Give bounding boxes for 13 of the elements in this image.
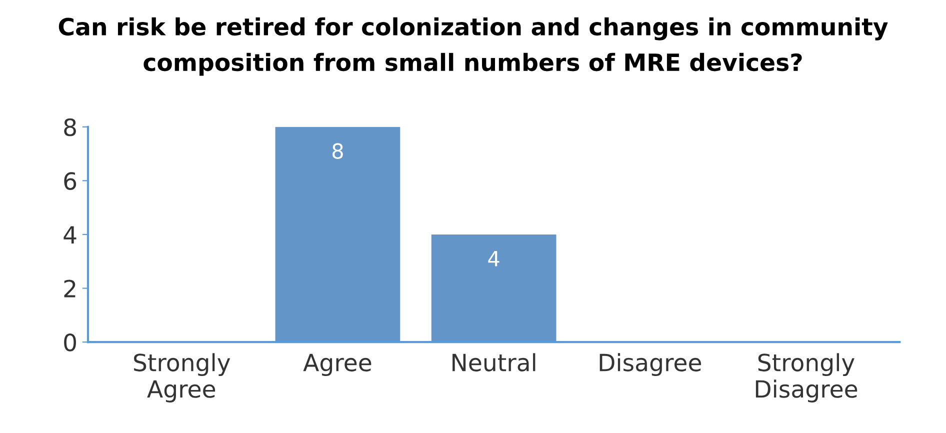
x-tick-label: Disagree bbox=[600, 353, 702, 376]
y-tick-label: 2 bbox=[64, 280, 76, 298]
y-tick-label: 8 bbox=[64, 118, 76, 136]
x-tick-label: Strongly Agree bbox=[134, 353, 230, 402]
chart-title: Can risk be retired for colonization and changes in community composition from small numbers of MRE devices? bbox=[58, 17, 888, 76]
y-tick-label: 4 bbox=[64, 226, 76, 244]
x-tick-label: Agree bbox=[303, 354, 372, 376]
data-label: 4 bbox=[488, 251, 500, 266]
y-tick-label: 6 bbox=[64, 172, 76, 190]
y-tick-label: 0 bbox=[64, 334, 76, 352]
data-label: 8 bbox=[332, 143, 343, 159]
x-tick-label: Neutral bbox=[452, 353, 536, 372]
x-tick-label: Strongly Disagree bbox=[756, 353, 858, 402]
